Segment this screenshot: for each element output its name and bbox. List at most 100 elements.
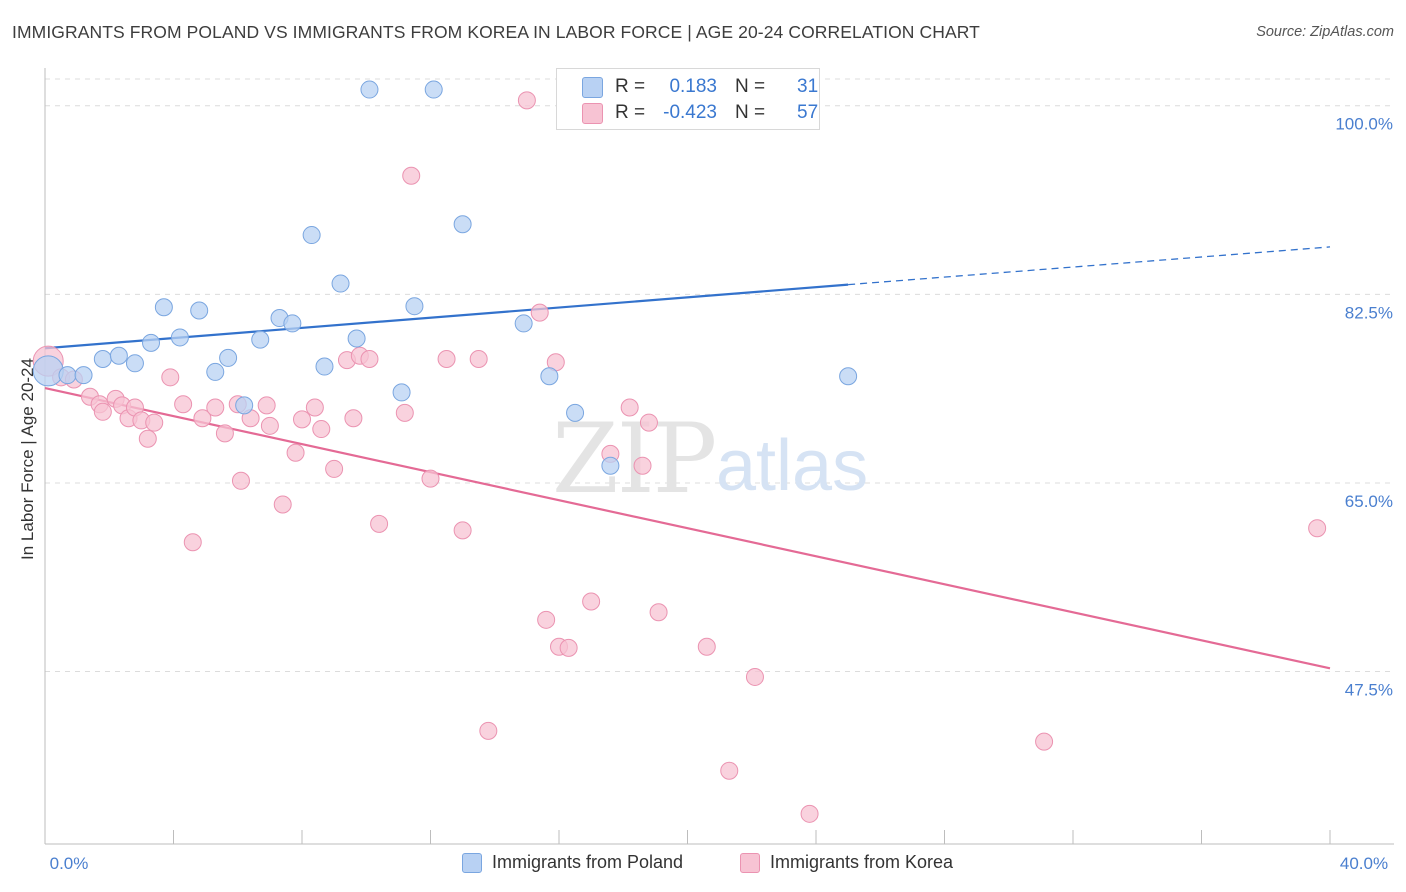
legend-n-label: N = (735, 76, 766, 97)
legend-r-value: -0.423 (663, 102, 717, 123)
axes (44, 68, 1394, 845)
korea-point (395, 403, 414, 422)
watermark-atlas: atlas (716, 426, 868, 506)
poland-point (235, 396, 254, 415)
korea-point (286, 443, 305, 462)
korea-point (183, 533, 202, 552)
korea-point (138, 429, 157, 448)
korea-point (215, 424, 234, 443)
poland-point (453, 215, 472, 234)
poland-swatch (462, 852, 482, 873)
poland-point (190, 301, 209, 320)
korea-point (633, 456, 652, 475)
series-legend: Immigrants from Poland Immigrants from K… (0, 852, 1406, 878)
legend-item-poland[interactable]: Immigrants from Poland (462, 852, 683, 873)
poland-point (566, 403, 585, 422)
korea-swatch (582, 102, 603, 124)
poland-point (424, 80, 443, 99)
poland-point (170, 328, 189, 347)
korea-point (174, 395, 193, 414)
legend-r-label: R = (615, 76, 646, 97)
legend-item-korea[interactable]: Immigrants from Korea (740, 852, 953, 873)
korea-point (649, 603, 668, 622)
korea-point (325, 459, 344, 478)
y-tick-label: 47.5% (1345, 681, 1393, 700)
legend-label: Immigrants from Poland (492, 852, 684, 872)
korea-point (582, 592, 601, 611)
y-tick-label: 82.5% (1345, 303, 1393, 322)
poland-point (58, 366, 77, 385)
poland-point (125, 354, 144, 373)
poland-point (392, 383, 411, 402)
korea-point (402, 166, 421, 185)
y-tick-label: 65.0% (1345, 492, 1393, 511)
korea-point (260, 416, 279, 435)
korea-point (421, 469, 440, 488)
korea-point (193, 409, 212, 428)
korea-point (530, 303, 549, 322)
korea-point (145, 413, 164, 432)
korea-point (231, 471, 250, 490)
korea-point (620, 398, 639, 417)
x-tick-label: 40.0% (1340, 854, 1388, 873)
poland-swatch (582, 76, 603, 98)
korea-point (370, 514, 389, 533)
poland-point (251, 330, 270, 349)
poland-point (360, 80, 379, 99)
korea-point (559, 638, 578, 657)
poland-point (347, 329, 366, 348)
poland-trend-projection (848, 246, 1331, 286)
poland-point (601, 456, 620, 475)
korea-swatch (740, 852, 760, 873)
korea-point (800, 804, 819, 823)
poland-point (142, 333, 161, 352)
korea-point (697, 637, 716, 656)
poland-point (32, 355, 64, 387)
tick-labels: 100.0% 82.5% 65.0% 47.5% 0.0% 40.0% (50, 115, 1393, 873)
poland-point (93, 350, 112, 368)
poland-point (74, 366, 93, 385)
korea-point (312, 420, 331, 439)
korea-point (517, 91, 536, 110)
korea-trend-line (44, 387, 1331, 670)
korea-point (720, 761, 739, 780)
legend-r-label: R = (615, 102, 646, 123)
poland-point (283, 314, 302, 333)
korea-point (293, 410, 311, 429)
y-tick-label: 100.0% (1335, 115, 1393, 134)
poland-point (405, 297, 424, 316)
poland-point (315, 357, 334, 376)
poland-point (302, 226, 321, 245)
poland-point (540, 367, 559, 386)
poland-point (109, 346, 128, 365)
poland-point (839, 367, 858, 386)
korea-point (479, 721, 498, 740)
data-points (32, 80, 1327, 823)
poland-point (206, 362, 225, 381)
korea-point (93, 402, 112, 421)
korea-point (1035, 732, 1054, 751)
poland-point (331, 274, 350, 293)
korea-point (257, 396, 276, 415)
legend-n-label: N = (735, 102, 766, 123)
grid-lines (45, 78, 1394, 673)
korea-point (206, 398, 225, 417)
korea-point (305, 398, 324, 417)
korea-point (161, 368, 180, 387)
source-credit: Source: ZipAtlas.com (1256, 24, 1394, 40)
poland-point (154, 298, 173, 317)
korea-point (453, 521, 472, 540)
legend-r-value: 0.183 (669, 76, 717, 97)
poland-point (219, 348, 238, 367)
korea-point (745, 667, 764, 686)
correlation-legend: R = 0.183 N = 31 R = -0.423 N = 57 (556, 68, 820, 130)
legend-n-value: 31 (797, 76, 819, 97)
legend-label: Immigrants from Korea (770, 852, 954, 872)
korea-point (273, 495, 292, 514)
korea-point (639, 413, 658, 432)
korea-point (1308, 519, 1327, 538)
korea-point (360, 350, 379, 368)
legend-n-value: 57 (797, 102, 819, 123)
korea-point (469, 350, 488, 368)
